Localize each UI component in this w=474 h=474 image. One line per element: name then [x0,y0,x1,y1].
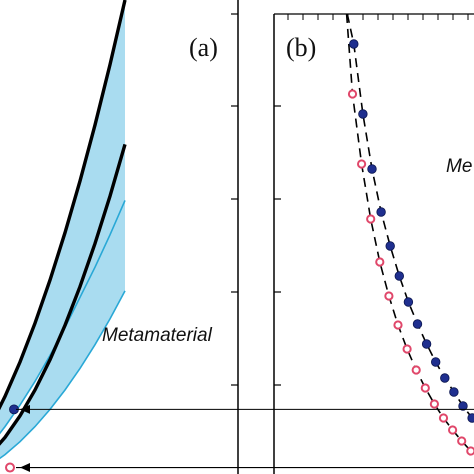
panel-b-data-points [347,39,474,456]
band-area-0 [0,0,125,434]
panel-b-label: (b) [286,33,316,62]
point-open [448,425,458,435]
point-filled [376,207,386,217]
boundary-line-left [0,0,127,411]
panel-b-fit-curves [345,13,473,452]
point-open [420,383,430,393]
point-open [384,291,394,301]
point-filled [449,387,459,397]
point-filled [385,241,395,251]
point-open [375,257,385,267]
panel-a-region-label: Metamaterial [102,325,213,346]
point-filled [458,401,468,411]
point-open [429,399,439,409]
point-open [438,413,449,423]
panel-b: (b) Me [273,13,474,474]
point-filled [421,339,432,349]
panel-a: (a) Metamaterial [0,0,239,474]
point-filled [403,297,414,307]
point-open [366,214,376,224]
fit-curve-open [345,13,472,452]
panel-b-ticks [274,14,469,386]
marker-open [5,462,15,473]
point-open [393,320,403,330]
point-filled [358,109,368,119]
panel-b-region-label: Me [446,156,472,177]
point-open [466,446,474,456]
point-filled [394,271,405,281]
point-open [357,159,367,169]
point-open [347,89,358,99]
point-filled [349,39,359,49]
point-open [457,436,467,446]
panel-a-ticks [231,13,238,386]
point-open [402,344,412,354]
panel-a-label: (a) [189,33,218,62]
point-filled [431,357,441,367]
panel-a-markers [5,404,19,473]
point-filled [367,164,377,174]
point-filled [440,373,450,383]
band-edge-line-0 [0,200,126,435]
point-filled [412,319,423,329]
fit-curve-filled [346,13,473,419]
point-open [411,365,421,375]
point-filled [467,413,474,423]
horizontal-guide-lines [16,408,474,469]
panel-a-lines [0,0,127,460]
boundary-line-right [0,143,127,446]
